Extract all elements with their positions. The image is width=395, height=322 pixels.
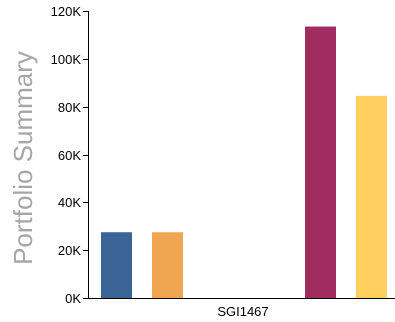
bar-series-2[interactable] bbox=[152, 232, 183, 298]
bar-series-5[interactable] bbox=[305, 26, 336, 298]
bar-series-1[interactable] bbox=[101, 232, 132, 298]
y-tick-label: 80K bbox=[58, 100, 81, 115]
x-category-label: SGI1467 bbox=[217, 304, 268, 319]
bar-series-6[interactable] bbox=[356, 95, 387, 298]
y-axis-title: Portfolio Summary bbox=[8, 51, 38, 265]
y-tick-label: 40K bbox=[58, 195, 81, 210]
y-tick-label: 100K bbox=[51, 52, 82, 67]
y-tick-label: 20K bbox=[58, 243, 81, 258]
bars-group bbox=[101, 26, 387, 298]
y-axis: 0K 20K 40K 60K 80K 100K 120K bbox=[51, 4, 88, 306]
y-tick-label: 120K bbox=[51, 4, 82, 19]
x-axis: SGI1467 bbox=[217, 304, 268, 319]
y-tick-label: 0K bbox=[65, 291, 81, 306]
y-tick-label: 60K bbox=[58, 148, 81, 163]
